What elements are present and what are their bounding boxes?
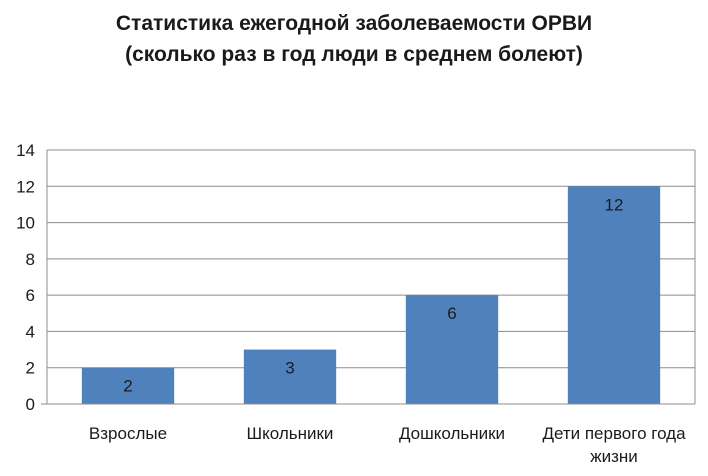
y-tick-label: 2: [26, 359, 35, 378]
bar-3: [405, 295, 499, 404]
data-label-2: 3: [285, 359, 294, 378]
y-tick-label: 8: [26, 250, 35, 269]
bar-1: [81, 367, 175, 404]
data-label-4: 12: [605, 195, 624, 214]
x-tick-label-4-line-1: Дети первого года: [542, 424, 686, 443]
data-label-3: 6: [447, 304, 456, 323]
y-tick-label: 4: [26, 322, 35, 341]
y-tick-label: 6: [26, 286, 35, 305]
x-tick-label-1: Взрослые: [89, 424, 167, 443]
y-tick-label: 0: [26, 395, 35, 414]
x-tick-label-4-line-2: жизни: [590, 447, 638, 466]
bar-4: [567, 186, 661, 404]
chart-title-line-1: Статистика ежегодной заболеваемости ОРВИ: [115, 12, 593, 35]
chart-title-line-2: (сколько раз в год люди в среднем болеют…: [125, 43, 583, 66]
chart-title: Статистика ежегодной заболеваемости ОРВИ…: [0, 8, 708, 70]
y-tick-label: 10: [16, 214, 35, 233]
y-tick-label: 12: [16, 177, 35, 196]
y-tick-label: 14: [16, 141, 35, 160]
bar-2: [243, 349, 337, 404]
x-tick-label-2: Школьники: [247, 424, 334, 443]
data-label-1: 2: [123, 377, 132, 396]
x-tick-label-3: Дошкольники: [399, 424, 505, 443]
